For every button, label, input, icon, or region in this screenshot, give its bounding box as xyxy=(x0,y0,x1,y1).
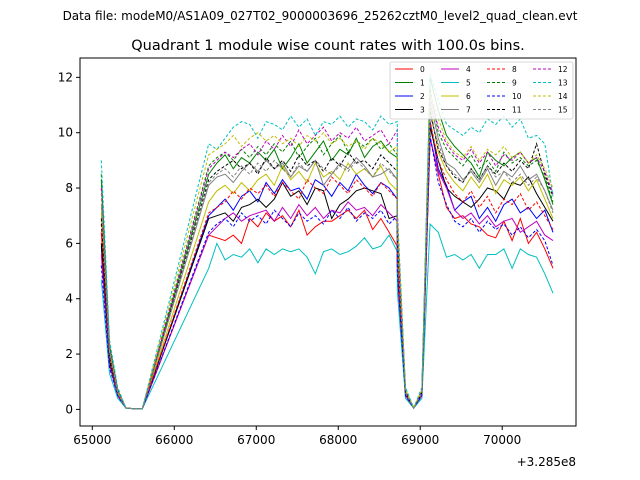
y-tick-label: 6 xyxy=(65,236,73,250)
y-ticks: 0 2 4 6 8 10 12 xyxy=(58,70,80,416)
legend-label-13: 13 xyxy=(558,79,568,88)
legend-label-6: 6 xyxy=(466,92,471,101)
legend-label-7: 7 xyxy=(466,106,471,115)
y-tick-label: 10 xyxy=(58,126,73,140)
x-tick-label: 65000 xyxy=(73,433,111,447)
series-line-8 xyxy=(100,121,554,410)
series-line-15 xyxy=(100,115,554,410)
x-tick-label: 69000 xyxy=(401,433,439,447)
series-line-2 xyxy=(100,121,554,410)
series-line-11 xyxy=(100,110,554,410)
series-line-13 xyxy=(100,74,554,410)
legend-label-1: 1 xyxy=(420,79,425,88)
x-offset-text: +3.285e8 xyxy=(517,455,576,469)
series-line-14 xyxy=(100,93,554,410)
x-tick-label: 67000 xyxy=(237,433,275,447)
x-tick-label: 66000 xyxy=(155,433,193,447)
series-line-1 xyxy=(100,77,554,410)
legend-label-4: 4 xyxy=(466,65,471,74)
series-line-3 xyxy=(100,127,554,410)
series-line-12 xyxy=(100,96,554,410)
legend-label-11: 11 xyxy=(512,106,522,115)
legend-label-9: 9 xyxy=(512,79,517,88)
x-ticks: 65000 66000 67000 68000 69000 70000 xyxy=(73,426,521,447)
legend-label-14: 14 xyxy=(558,92,568,101)
legend-label-15: 15 xyxy=(558,106,568,115)
series-line-6 xyxy=(100,107,554,410)
y-tick-label: 12 xyxy=(58,70,73,84)
y-tick-label: 4 xyxy=(65,292,73,306)
series-line-4 xyxy=(100,138,554,410)
legend-label-3: 3 xyxy=(420,106,425,115)
x-tick-label: 68000 xyxy=(319,433,357,447)
plot-frame xyxy=(79,57,577,427)
y-tick-label: 8 xyxy=(65,181,73,195)
series-line-0 xyxy=(100,138,554,410)
x-tick-label: 70000 xyxy=(483,433,521,447)
series-line-7 xyxy=(100,102,554,410)
y-tick-label: 0 xyxy=(65,402,73,416)
legend-label-5: 5 xyxy=(466,79,471,88)
series-line-10 xyxy=(100,135,554,410)
legend-label-10: 10 xyxy=(512,92,522,101)
legend-label-2: 2 xyxy=(420,92,425,101)
series-line-9 xyxy=(100,88,554,410)
legend-label-12: 12 xyxy=(558,65,568,74)
plot-lines xyxy=(100,74,554,410)
legend-box xyxy=(389,61,574,120)
legend-label-0: 0 xyxy=(420,65,425,74)
y-tick-label: 2 xyxy=(65,347,73,361)
chart-title: Quadrant 1 module wise count rates with … xyxy=(131,38,525,54)
legend-label-8: 8 xyxy=(512,65,517,74)
suptitle: Data file: modeM0/AS1A09_027T02_90000036… xyxy=(63,9,578,23)
series-line-5 xyxy=(100,222,554,410)
